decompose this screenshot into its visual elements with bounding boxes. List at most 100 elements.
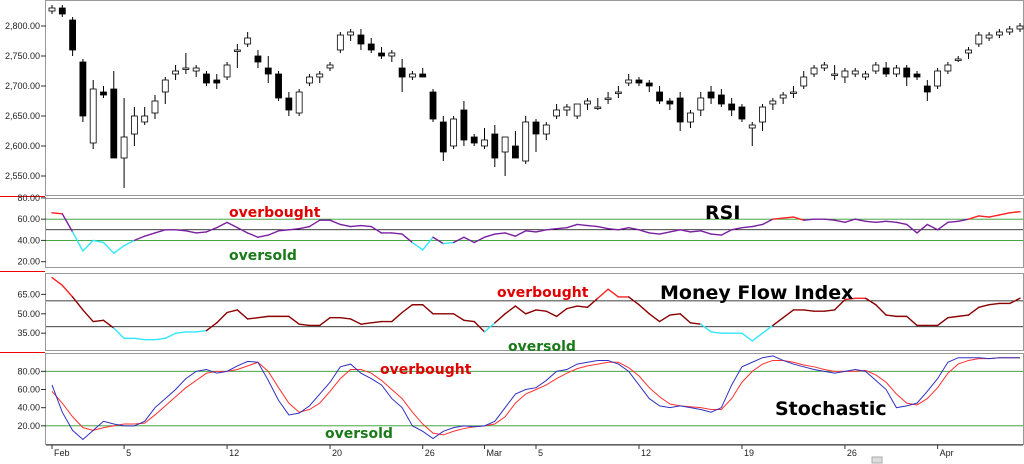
y-tick-label: 80.00 <box>17 366 40 376</box>
rsi-line-segment <box>710 233 723 236</box>
mfi-line-segment <box>607 288 620 298</box>
mfi-line-segment <box>288 315 300 325</box>
candle-body <box>182 67 190 70</box>
mfi-line-segment <box>906 315 918 327</box>
rsi-line-segment <box>545 228 558 231</box>
candle-body <box>687 112 694 123</box>
candle-body <box>563 106 571 111</box>
mfi-line-segment <box>761 324 774 334</box>
candle-body <box>69 19 76 51</box>
candle-body <box>985 34 993 39</box>
candle-body <box>656 91 663 102</box>
rsi-line-segment <box>370 225 383 234</box>
mfi-line-segment <box>833 298 846 311</box>
mfi-line-segment <box>535 309 547 312</box>
mfi-line-segment <box>370 320 383 324</box>
rsi-line-segment <box>586 224 599 228</box>
mfi-line-segment <box>257 315 269 319</box>
candle-body <box>903 67 911 78</box>
candle-body <box>481 139 488 147</box>
mfi-line-segment <box>710 331 723 334</box>
price-layer: 2,800.00 2,750.00 2,700.00 2,650.00 2,600.00… <box>5 5 1024 188</box>
rsi-line-segment <box>1009 210 1021 214</box>
candle-body <box>141 115 149 123</box>
mfi-oversold-label: oversold <box>508 339 576 355</box>
rsi-line-segment <box>71 231 84 252</box>
candle-body <box>388 52 396 57</box>
candle-body <box>831 73 839 76</box>
rsi-line-segment <box>679 229 692 233</box>
y-tick-label: 60.00 <box>17 214 40 224</box>
rsi-line-segment <box>51 212 63 215</box>
x-tick-label: 12 <box>641 448 651 458</box>
mfi-line-segment <box>339 316 352 320</box>
rsi-line-segment <box>154 229 166 234</box>
rsi-line-segment <box>514 230 527 237</box>
stochastic-overbought-label: overbought <box>380 362 472 378</box>
rsi-line-segment <box>329 219 342 226</box>
candle-body <box>810 67 818 75</box>
rsi-line-segment <box>792 216 805 221</box>
x-tick-label: 5 <box>126 448 131 458</box>
mfi-line-segment <box>597 288 609 299</box>
x-tick-label: 5 <box>538 448 543 458</box>
candle-body <box>460 109 468 141</box>
scroll-handle[interactable] <box>871 456 883 464</box>
rsi-line-segment <box>308 219 321 228</box>
rsi-line-segment <box>617 226 630 231</box>
stochastic-k-line <box>51 355 1020 441</box>
rsi-line-segment <box>988 214 1001 218</box>
rsi-line-segment <box>257 234 269 238</box>
candle-body <box>357 34 365 45</box>
mfi-line-segment <box>113 327 125 340</box>
y-tick-label: 40.00 <box>17 403 40 413</box>
mfi-line-segment <box>205 322 218 332</box>
mfi-line-segment <box>319 316 331 327</box>
stochastic-title: Stochastic <box>775 398 887 420</box>
candle-body <box>48 7 56 12</box>
mfi-line-segment <box>133 337 146 341</box>
rsi-line-segment <box>741 225 753 229</box>
candle-body <box>923 85 931 93</box>
mfi-line-segment <box>957 314 970 318</box>
candle-body <box>409 73 416 78</box>
price-panel <box>45 0 1024 196</box>
mfi-line-segment <box>463 319 475 323</box>
candle-body <box>326 64 334 69</box>
candle-body <box>625 79 633 84</box>
mfi-line-segment <box>576 305 589 309</box>
candle-body <box>58 7 66 15</box>
x-axis: Feb5122026Mar5121926Apr91623May7142129Ju… <box>46 444 1023 458</box>
mfi-line-segment <box>627 296 640 306</box>
rsi-line-segment <box>123 239 136 247</box>
candle-body <box>645 82 653 87</box>
mfi-line-segment <box>164 332 177 340</box>
rsi-line-segment <box>525 230 537 233</box>
candle-body <box>759 106 766 123</box>
candle-body <box>295 91 303 114</box>
candle-body <box>213 79 221 84</box>
candle-body <box>79 61 87 117</box>
rsi-line-segment <box>432 236 445 245</box>
rsi-oversold-label: oversold <box>229 248 297 264</box>
mfi-line-segment <box>844 297 856 301</box>
rsi-line-segment <box>998 212 1011 216</box>
candle-body <box>841 70 849 78</box>
mfi-title: Money Flow Index <box>660 282 853 304</box>
mfi-overbought-label: overbought <box>497 285 589 301</box>
candle-body <box>429 91 437 120</box>
rsi-line-segment <box>236 226 249 234</box>
candle-body <box>604 97 612 100</box>
rsi-line-segment <box>133 235 146 242</box>
mfi-line-segment <box>648 313 661 323</box>
y-tick-label: 60.00 <box>17 385 40 395</box>
rsi-line-segment <box>555 226 568 230</box>
mfi-line-segment <box>978 304 990 309</box>
mfi-line-segment <box>216 311 228 324</box>
candle-body <box>522 121 530 162</box>
rsi-line-segment <box>349 224 362 228</box>
candle-body <box>975 34 983 45</box>
mfi-line-segment <box>864 297 877 306</box>
candle-body <box>728 103 736 111</box>
rsi-line-segment <box>772 217 784 220</box>
